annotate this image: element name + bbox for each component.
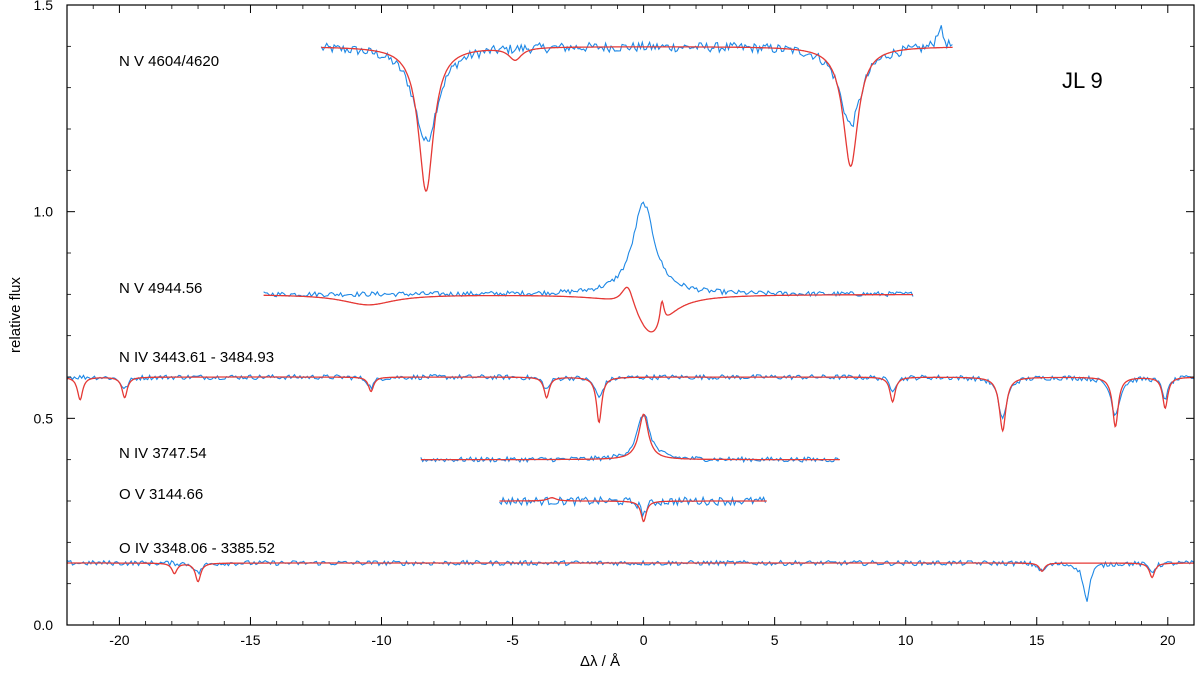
y-tick-label: 1.5 <box>34 0 54 13</box>
x-tick-label: 15 <box>1029 632 1045 648</box>
observed-spectrum-line <box>320 25 953 142</box>
observed-spectrum-line <box>66 373 1194 420</box>
x-tick-label: 0 <box>640 632 648 648</box>
series-label: N IV 3747.54 <box>119 445 207 462</box>
x-axis-ticks: -20 -15 -10 -5 0 5 10 15 20 <box>66 5 1195 648</box>
series-label: N V 4944.56 <box>119 280 202 297</box>
model-spectrum-line <box>420 413 840 461</box>
series-label: O IV 3348.06 - 3385.52 <box>119 540 275 557</box>
y-tick-label: 0.0 <box>34 617 54 633</box>
x-tick-label: -20 <box>109 632 129 648</box>
x-tick-label: 20 <box>1160 632 1176 648</box>
model-spectrum-line <box>499 497 767 523</box>
y-tick-label: 1.0 <box>34 204 54 220</box>
y-axis-ticks: 0.0 0.5 1.0 1.5 <box>34 0 1194 633</box>
x-tick-label: 10 <box>898 632 914 648</box>
x-tick-label: -10 <box>371 632 391 648</box>
spectra-curves <box>66 25 1194 602</box>
series-label: N IV 3443.61 - 3484.93 <box>119 349 274 366</box>
y-tick-label: 0.5 <box>34 410 54 426</box>
model-spectrum-line <box>67 562 1194 583</box>
series-label: O V 3144.66 <box>119 486 203 503</box>
model-spectrum-line <box>263 286 913 333</box>
observed-spectrum-line <box>66 559 1194 602</box>
observed-spectrum-line <box>263 201 914 298</box>
object-label: JL 9 <box>1062 68 1103 93</box>
series-label: N V 4604/4620 <box>119 53 219 70</box>
plot-frame <box>66 4 1195 626</box>
x-tick-label: 5 <box>771 632 779 648</box>
x-tick-label: -15 <box>240 632 260 648</box>
x-tick-label: -5 <box>506 632 519 648</box>
series-labels: N V 4604/4620 N V 4944.56 N IV 3443.61 - 3… <box>119 53 275 557</box>
x-axis-label: Δλ / Å <box>580 653 620 670</box>
model-spectrum-line <box>321 46 953 192</box>
model-spectrum-line <box>66 376 1194 433</box>
observed-spectrum-line <box>420 414 840 464</box>
y-axis-label: relative flux <box>7 277 24 353</box>
